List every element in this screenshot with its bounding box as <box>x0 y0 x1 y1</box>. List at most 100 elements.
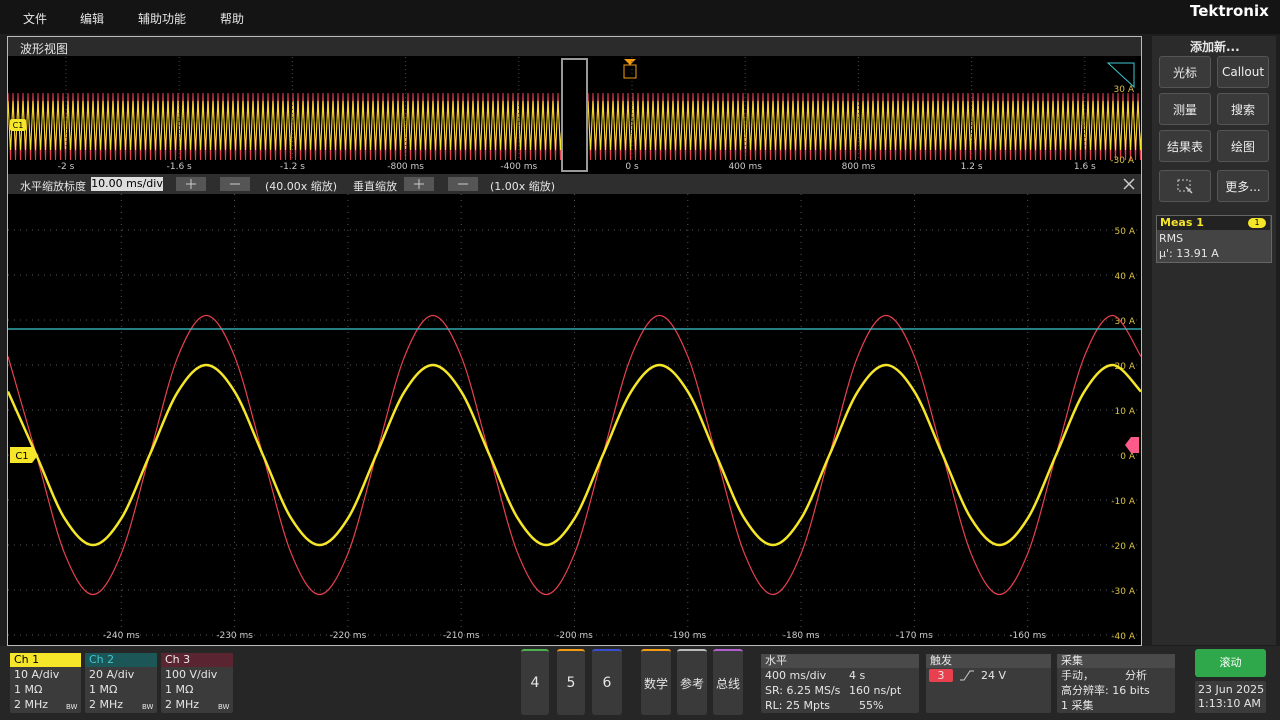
y-tick-label: 20 A <box>1115 362 1136 372</box>
channel-bandwidth: 2 MHz <box>89 698 124 711</box>
run-button[interactable]: 滚动 <box>1195 649 1266 677</box>
zoom-buttons[interactable] <box>404 177 478 191</box>
x-tick-label: -190 ms <box>669 631 706 641</box>
zoom-icon-button[interactable] <box>1159 170 1211 202</box>
bw-flag: BW <box>66 703 78 711</box>
add-button[interactable]: 绘图 <box>1217 130 1269 162</box>
trigger-source: 3 <box>929 669 953 682</box>
level-label: -30 A <box>1110 156 1135 166</box>
zoom-bar <box>8 174 1141 194</box>
trigger-title: 触发 <box>926 654 1051 668</box>
acquisition-badge[interactable]: 采集 手动， 分析 高分辨率: 16 bits 1 采集 <box>1057 654 1175 713</box>
acquisition-resolution: 高分辨率: 16 bits <box>1061 684 1150 697</box>
y-tick-label: 30 A <box>1115 317 1136 327</box>
channel-marker-label: C1 <box>15 451 28 462</box>
view-header <box>8 37 1141 56</box>
trigger-slope <box>960 670 974 681</box>
add-button[interactable]: 更多... <box>1217 170 1269 202</box>
trigger-marker <box>623 64 637 79</box>
x-tick-label: -200 ms <box>556 631 593 641</box>
menu-item[interactable]: 编辑 <box>80 12 105 26</box>
waveform <box>8 363 1141 547</box>
horizontal-badge[interactable]: 水平 400 ms/div 4 s SR: 6.25 MS/s 160 ns/p… <box>761 654 919 713</box>
channel-impedance: 1 MΩ <box>89 683 118 696</box>
zoom-input[interactable]: 10.00 ms/div <box>91 177 163 191</box>
channel-bandwidth: 2 MHz <box>165 698 200 711</box>
channel-badge[interactable]: Ch 3 100 V/div 1 MΩ 2 MHz BW <box>161 653 233 713</box>
overview-time-label: -1.2 s <box>280 162 305 172</box>
y-tick-label: -10 A <box>1111 497 1136 507</box>
overview: C1 30 A -30 A -2 s -1.6 s -1.2 s -800 ms -40… <box>8 57 1141 173</box>
time: 1:13:10 AM <box>1198 697 1261 710</box>
zoom-label: 垂直缩放 <box>353 180 397 193</box>
zoom-factor: (40.00x 缩放) <box>265 180 338 193</box>
y-tick-label: 10 A <box>1115 407 1136 417</box>
logo: Tektronix <box>1190 2 1269 20</box>
channel-impedance: 1 MΩ <box>14 683 43 696</box>
overview-time-label: 400 ms <box>728 162 762 172</box>
channel-bandwidth: 2 MHz <box>14 698 49 711</box>
side-title: 添加新... <box>1190 40 1240 54</box>
x-tick-label: -220 ms <box>330 631 367 641</box>
overview-time-label: -800 ms <box>387 162 424 172</box>
zoom-window[interactable] <box>561 58 588 172</box>
add-button[interactable]: 搜索 <box>1217 93 1269 125</box>
ref-button[interactable]: 参考 <box>677 649 707 715</box>
channel-button[interactable]: 4 <box>521 649 549 715</box>
add-button[interactable]: Callout <box>1217 56 1269 88</box>
main-plot: -40 A -30 A -20 A -10 A 0 A 10 A 20 A 30 A 40 A 5… <box>8 194 1141 644</box>
meas-name: RMS <box>1159 232 1184 245</box>
overview-time-label: 800 ms <box>842 162 876 172</box>
zoom-factor: (1.00x 缩放) <box>490 180 556 193</box>
bw-flag: BW <box>142 703 154 711</box>
channel-name: Ch 3 <box>161 653 233 667</box>
channel-badge[interactable]: Ch 2 20 A/div 1 MΩ 2 MHz BW <box>85 653 157 713</box>
channel-button[interactable]: 5 <box>557 649 585 715</box>
overview-time-label: -1.6 s <box>167 162 192 172</box>
menu-item[interactable]: 帮助 <box>220 12 245 26</box>
horizontal-duration: 4 s <box>849 669 866 682</box>
overview-time-label: 0 s <box>625 162 639 172</box>
view-title: 波形视图 <box>20 42 69 56</box>
overview-time-label: 1.6 s <box>1074 162 1096 172</box>
add-button[interactable]: 结果表 <box>1159 130 1211 162</box>
add-button[interactable]: 测量 <box>1159 93 1211 125</box>
close-button[interactable] <box>1123 178 1135 190</box>
offset-arrow <box>1125 437 1139 453</box>
acquisition-analysis: 分析 <box>1125 669 1147 682</box>
x-tick-label: -180 ms <box>783 631 820 641</box>
y-tick-label: -20 A <box>1111 542 1136 552</box>
trigger-level: 24 V <box>981 669 1007 682</box>
channel-name: Ch 1 <box>10 653 81 667</box>
bus-button[interactable]: 总线 <box>713 649 743 715</box>
y-tick-label: -30 A <box>1111 587 1136 597</box>
trigger-marker <box>624 59 636 65</box>
meas-value: μ': 13.91 A <box>1159 247 1219 260</box>
channel-impedance: 1 MΩ <box>165 683 194 696</box>
level-label: 30 A <box>1114 85 1135 95</box>
zoom-buttons[interactable] <box>176 177 250 191</box>
add-button[interactable]: 光标 <box>1159 56 1211 88</box>
channel-badge[interactable]: Ch 1 10 A/div 1 MΩ 2 MHz BW <box>10 653 81 713</box>
horizontal-scale: 400 ms/div <box>765 669 827 682</box>
menu-item[interactable]: 文件 <box>23 12 48 26</box>
channel-scale: 100 V/div <box>165 668 218 681</box>
x-tick-label: -170 ms <box>896 631 933 641</box>
x-tick-label: -160 ms <box>1009 631 1046 641</box>
overview-time-label: -400 ms <box>500 162 537 172</box>
clock <box>1195 681 1266 713</box>
horizontal-title: 水平 <box>761 654 919 668</box>
resolution: 160 ns/pt <box>849 684 902 697</box>
y-tick-label: 40 A <box>1115 272 1136 282</box>
channel-button[interactable]: 6 <box>592 649 622 715</box>
zoom-label: 水平缩放标度 <box>20 180 86 193</box>
trigger-badge[interactable]: 触发 3 24 V <box>926 654 1051 713</box>
math-button[interactable]: 数学 <box>641 649 671 715</box>
overview-time-label: 1.2 s <box>961 162 983 172</box>
y-tick-label: 50 A <box>1115 227 1136 237</box>
position: 55% <box>859 699 884 712</box>
channel-marker-label: C1 <box>13 121 24 130</box>
menu-item[interactable]: 辅助功能 <box>138 12 187 26</box>
side-panel <box>1152 36 1276 645</box>
